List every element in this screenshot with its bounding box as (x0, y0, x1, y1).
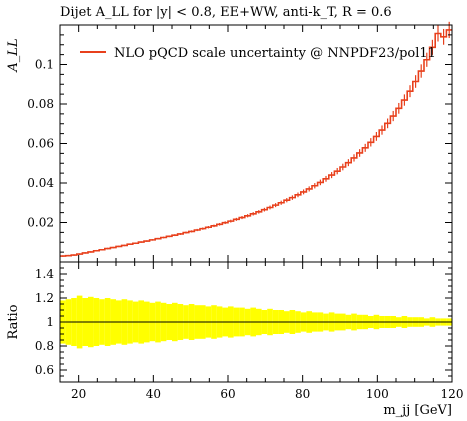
ratio-y-tick-label: 1.4 (35, 267, 54, 281)
ratio-panel: 20 40 60 80 100 120 0.6 0.8 1 1.2 1.4 (35, 261, 464, 401)
ratio-y-tick-label: 0.8 (35, 339, 54, 353)
y-tick-label: 0.1 (35, 58, 54, 72)
x-tick-label: 80 (295, 387, 310, 401)
x-tick-label: 100 (366, 387, 389, 401)
ratio-y-tick-label: 1 (46, 315, 54, 329)
x-tick-label: 40 (146, 387, 161, 401)
y-tick-label: 0.08 (27, 97, 54, 111)
y-axis-title: A_LL (6, 38, 21, 72)
chart-labels: Dijet A_LL for |y| < 0.8, EE+WW, anti-k_… (6, 5, 452, 418)
x-tick-label: 120 (441, 387, 464, 401)
y-tick-label: 0.02 (27, 216, 54, 230)
ratio-axis-title: Ratio (6, 304, 21, 339)
series-step-line (60, 29, 452, 257)
legend-label: NLO pQCD scale uncertainty @ NNPDF23/pol… (114, 46, 436, 61)
x-tick-label: 60 (220, 387, 235, 401)
ratio-y-tick-label: 1.2 (35, 291, 54, 305)
y-tick-label: 0.06 (27, 137, 54, 151)
chart-title: Dijet A_LL for |y| < 0.8, EE+WW, anti-k_… (60, 5, 392, 20)
ratio-y-tick-label: 0.6 (35, 363, 54, 377)
x-axis-title: m_jj [GeV] (383, 403, 452, 418)
x-tick-label: 20 (71, 387, 86, 401)
y-tick-label: 0.04 (27, 176, 54, 190)
